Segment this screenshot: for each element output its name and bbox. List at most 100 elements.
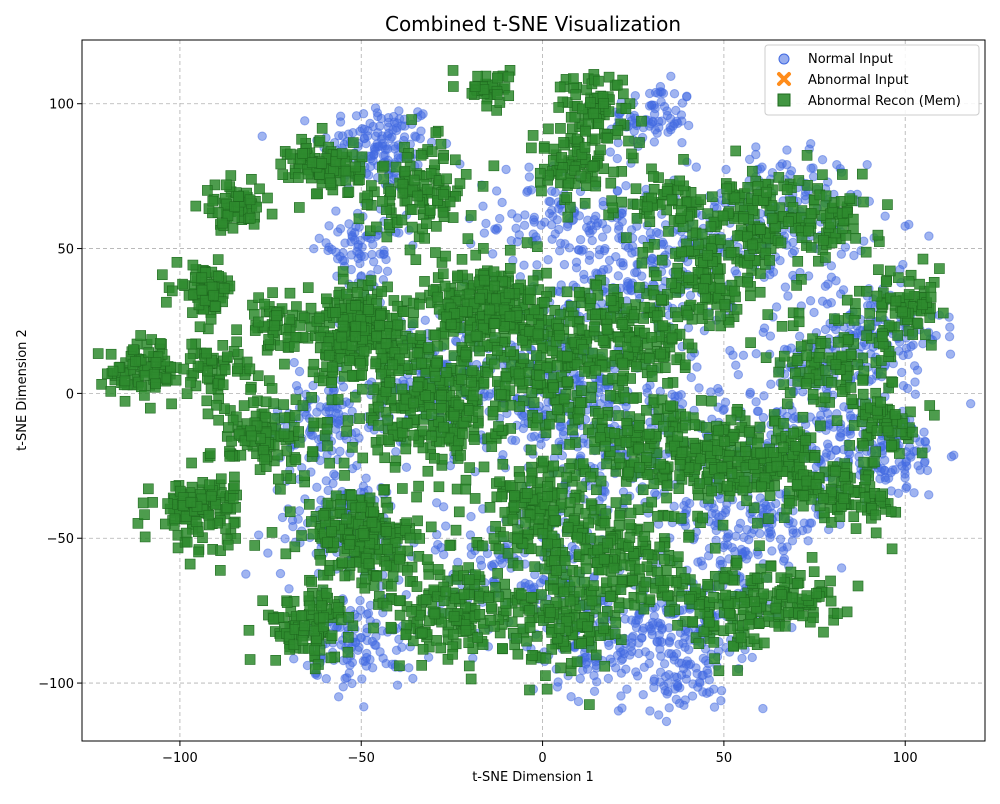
data-point	[171, 375, 181, 385]
data-point	[228, 223, 238, 233]
data-point	[656, 668, 664, 676]
data-point	[327, 527, 337, 537]
data-point	[362, 474, 370, 482]
data-point	[343, 647, 353, 657]
data-point	[881, 212, 889, 220]
data-point	[386, 187, 396, 197]
data-point	[248, 398, 258, 408]
data-point	[910, 489, 918, 497]
data-point	[383, 415, 393, 425]
data-point	[381, 387, 391, 397]
data-point	[678, 99, 686, 107]
data-point	[810, 308, 818, 316]
data-point	[357, 152, 367, 162]
data-point	[442, 522, 450, 530]
data-point	[345, 669, 353, 677]
data-point	[377, 196, 387, 206]
data-point	[693, 363, 701, 371]
data-point	[364, 559, 374, 569]
data-point	[351, 229, 359, 237]
data-point	[204, 510, 214, 520]
data-point	[508, 210, 516, 218]
data-point	[898, 462, 906, 470]
data-point	[439, 503, 447, 511]
data-point	[326, 178, 336, 188]
data-point	[556, 239, 564, 247]
data-point	[341, 175, 351, 185]
data-point	[588, 236, 596, 244]
data-point	[678, 138, 686, 146]
data-point	[577, 247, 585, 255]
data-point	[364, 305, 374, 315]
data-point	[347, 442, 357, 452]
data-point	[827, 299, 835, 307]
data-point	[362, 200, 372, 210]
data-point	[438, 269, 448, 279]
data-point	[343, 632, 353, 642]
data-point	[638, 272, 646, 280]
data-point	[867, 375, 875, 383]
data-point	[360, 135, 368, 143]
data-point	[590, 687, 598, 695]
data-point	[228, 493, 238, 503]
data-point	[314, 313, 324, 323]
data-point	[208, 196, 218, 206]
data-point	[140, 532, 150, 542]
data-point	[722, 165, 730, 173]
data-point	[327, 631, 337, 641]
data-point	[656, 678, 664, 686]
data-point	[317, 601, 327, 611]
data-point	[392, 126, 400, 134]
data-point	[640, 663, 648, 671]
data-point	[301, 117, 309, 125]
data-point	[792, 529, 800, 537]
data-point	[260, 299, 270, 309]
data-point	[766, 533, 774, 541]
data-point	[677, 671, 685, 679]
data-point	[338, 274, 348, 284]
data-point	[316, 403, 324, 411]
data-point	[532, 242, 542, 252]
data-point	[548, 235, 556, 243]
data-point	[413, 348, 423, 358]
data-point	[347, 370, 357, 380]
data-point	[245, 213, 255, 223]
data-point	[665, 671, 673, 679]
data-point	[191, 201, 201, 211]
data-point	[473, 71, 483, 81]
data-point	[492, 89, 502, 99]
data-point	[260, 454, 270, 464]
data-point	[341, 239, 349, 247]
data-point	[185, 354, 195, 364]
data-point	[598, 233, 606, 241]
data-point	[660, 660, 668, 668]
data-point	[837, 564, 845, 572]
data-point	[461, 169, 471, 179]
data-point	[246, 174, 256, 184]
data-point	[398, 643, 406, 651]
data-point	[144, 348, 154, 358]
data-point	[479, 202, 487, 210]
data-point	[368, 623, 378, 633]
data-point	[732, 361, 740, 369]
data-point	[213, 255, 223, 265]
data-point	[335, 417, 343, 425]
data-point	[752, 398, 760, 406]
data-point	[907, 342, 915, 350]
data-point	[346, 661, 354, 669]
data-point	[464, 289, 474, 299]
chart-title: Combined t-SNE Visualization	[385, 12, 681, 36]
data-point	[694, 558, 702, 566]
data-point	[647, 101, 655, 109]
data-point	[358, 453, 368, 463]
data-point	[325, 458, 335, 468]
data-point	[667, 633, 675, 641]
data-point	[321, 588, 331, 598]
data-point	[411, 255, 421, 265]
data-point	[218, 340, 228, 350]
data-point	[214, 415, 224, 425]
data-point	[416, 331, 426, 341]
data-point	[170, 514, 180, 524]
data-point	[373, 445, 383, 455]
data-point	[910, 362, 918, 370]
